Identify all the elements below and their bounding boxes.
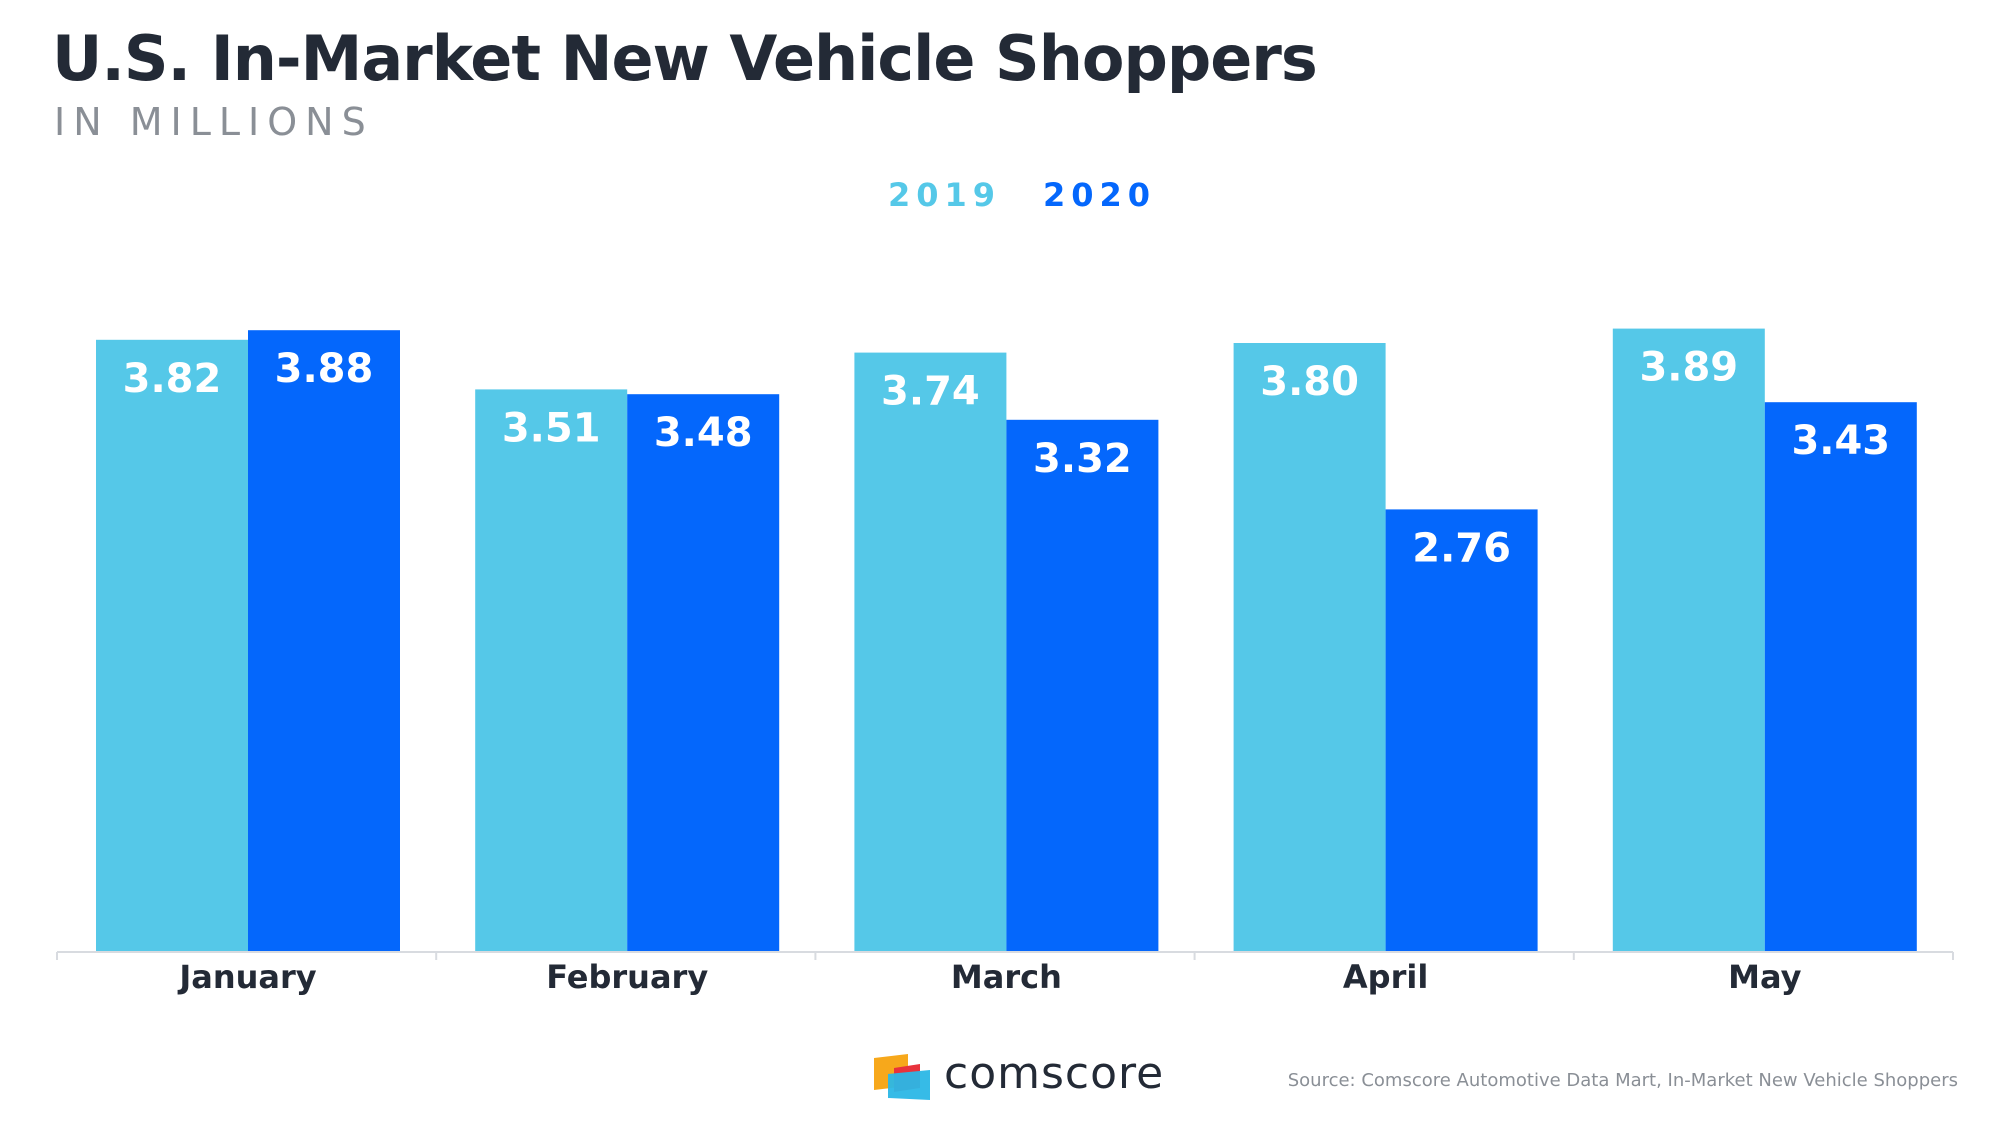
chart-subtitle: IN MILLIONS — [54, 100, 374, 144]
data-label-2019-march: 3.74 — [881, 369, 980, 415]
data-label-2019-april: 3.80 — [1260, 359, 1359, 405]
data-label-2019-february: 3.51 — [502, 405, 601, 451]
data-label-2020-february: 3.48 — [654, 410, 753, 456]
bar-2020-march — [1006, 419, 1159, 951]
bar-2019-january — [96, 339, 248, 951]
x-tick-label-january: January — [177, 958, 316, 996]
data-label-2020-may: 3.43 — [1791, 418, 1890, 464]
data-label-2020-january: 3.88 — [275, 346, 374, 392]
data-label-2020-march: 3.32 — [1033, 436, 1132, 482]
x-tick-label-may: May — [1728, 958, 1801, 996]
bar-2020-april — [1385, 509, 1538, 951]
logo-text: comscore — [944, 1048, 1165, 1099]
bar-2020-february — [627, 394, 780, 951]
x-tick-label-april: April — [1343, 958, 1428, 996]
bar-2020-january — [248, 330, 400, 951]
bar-2019-april — [1233, 343, 1386, 951]
bar-2019-february — [475, 389, 628, 951]
legend: 2019 2020 — [0, 176, 2000, 216]
comscore-logo-icon — [874, 1054, 930, 1100]
x-tick-label-february: February — [546, 958, 708, 996]
chart-title: U.S. In-Market New Vehicle Shoppers — [52, 22, 1318, 95]
legend-item-2019: 2019 — [888, 176, 1002, 214]
legend-item-2020: 2020 — [1043, 176, 1157, 214]
bar-2020-may — [1764, 402, 1917, 951]
source-note: Source: Comscore Automotive Data Mart, I… — [1287, 1070, 1958, 1091]
data-label-2019-may: 3.89 — [1639, 345, 1738, 391]
data-label-2020-april: 2.76 — [1412, 525, 1511, 571]
bar-2019-may — [1612, 328, 1765, 952]
data-label-2019-january: 3.82 — [123, 356, 222, 402]
x-tick-label-march: March — [951, 958, 1062, 996]
bar-2019-march — [854, 352, 1007, 952]
